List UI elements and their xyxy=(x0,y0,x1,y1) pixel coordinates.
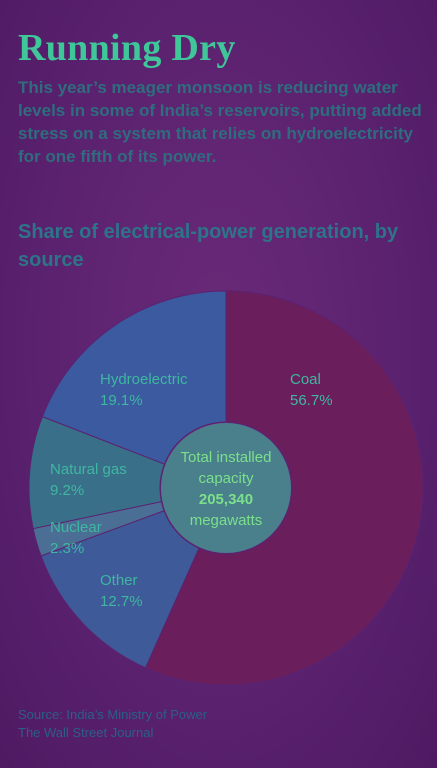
value-label-coal: 56.7% xyxy=(290,392,333,409)
source-note: Source: India’s Ministry of Power The Wa… xyxy=(18,706,418,742)
publisher-line: The Wall Street Journal xyxy=(18,725,154,740)
category-label-nuclear: Nuclear xyxy=(50,519,102,536)
donut-chart: Coal 56.7% Other 12.7% Nuclear 2.3% Natural ga… xyxy=(28,290,424,686)
slice-hydroelectric xyxy=(41,290,227,465)
value-label-nuclear: 2.3% xyxy=(50,540,84,557)
value-label-natural-gas: 9.2% xyxy=(50,482,84,499)
center-text-line: capacity xyxy=(198,470,254,487)
category-label-coal: Coal xyxy=(290,371,321,388)
category-label-natural-gas: Natural gas xyxy=(50,461,127,478)
category-label-other: Other xyxy=(100,572,138,589)
chart-center-label: Total installed capacity 205,340 megawatts xyxy=(161,423,291,553)
category-label-hydroelectric: Hydroelectric xyxy=(100,371,188,388)
page-subtitle: This year’s meager monsoon is reducing w… xyxy=(18,78,422,166)
chart-title: Share of electrical-power generation, by… xyxy=(18,221,399,271)
chart-labels: Coal 56.7% Other 12.7% Nuclear 2.3% Natural ga… xyxy=(50,371,333,610)
center-text-line: Total installed xyxy=(181,449,272,466)
source-line: Source: India’s Ministry of Power xyxy=(18,707,208,722)
center-hole xyxy=(161,423,291,553)
chart-slices xyxy=(28,290,424,686)
center-text-line: 205,340 xyxy=(199,491,253,508)
value-label-hydroelectric: 19.1% xyxy=(100,392,143,409)
slice-other xyxy=(40,510,200,669)
page-title: Running Dry xyxy=(18,27,236,69)
slice-coal xyxy=(144,290,424,686)
center-text-line: megawatts xyxy=(190,512,263,529)
value-label-other: 12.7% xyxy=(100,593,143,610)
